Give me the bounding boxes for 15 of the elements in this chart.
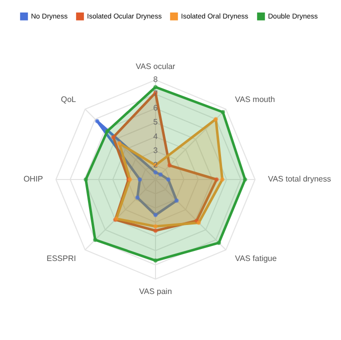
y-tick-label: 2 <box>153 160 158 170</box>
spoke-label: VAS fatigue <box>235 254 278 264</box>
spoke-label: VAS ocular <box>136 62 176 72</box>
y-tick-label: 5 <box>153 118 158 127</box>
spoke-label: QoL <box>60 94 77 104</box>
y-tick-label: 7 <box>153 89 158 98</box>
spoke-label: VAS pain <box>139 286 172 296</box>
y-tick-label: 4 <box>153 132 158 141</box>
spoke-label: VAS mouth <box>235 94 275 104</box>
spoke-label: OHIP <box>23 174 44 184</box>
spoke-label: ESSPRI <box>46 254 76 264</box>
y-tick-label: 3 <box>153 146 158 156</box>
y-tick-label: 6 <box>153 103 158 112</box>
spoke-label: VAS total dryness <box>268 174 331 184</box>
y-tick-label: 8 <box>153 74 158 84</box>
